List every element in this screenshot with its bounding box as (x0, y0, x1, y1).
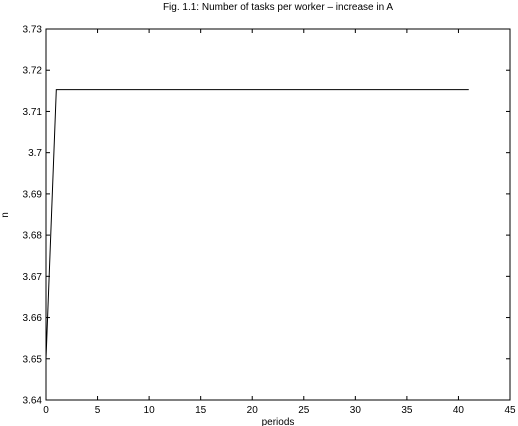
x-tick-label: 10 (144, 405, 156, 416)
y-tick-label: 3.64 (23, 396, 43, 407)
y-tick-label: 3.71 (23, 107, 43, 118)
y-axis-label: n (0, 212, 11, 218)
y-tick-label: 3.68 (23, 231, 43, 242)
y-tick-label: 3.66 (23, 313, 43, 324)
x-tick-label: 30 (350, 405, 362, 416)
x-tick-label: 15 (195, 405, 207, 416)
y-axis: 3.64 3.65 3.66 3.67 3.68 3.69 3.7 3.71 3.72 3.73 (23, 25, 510, 407)
chart-title: Fig. 1.1: Number of tasks per worker – i… (163, 2, 393, 13)
x-tick-label: 25 (298, 405, 310, 416)
x-tick-label: 5 (95, 405, 101, 416)
x-axis: 0 5 10 15 20 25 30 35 40 45 (43, 29, 516, 416)
plot-area (45, 28, 511, 401)
x-tick-label: 40 (453, 405, 465, 416)
y-tick-label: 3.73 (23, 25, 43, 36)
y-tick-label: 3.72 (23, 66, 43, 77)
x-tick-label: 35 (401, 405, 413, 416)
y-tick-label: 3.67 (23, 272, 43, 283)
series-layer (45, 89, 469, 359)
x-tick-label: 0 (43, 405, 49, 416)
y-tick-label: 3.65 (23, 354, 43, 365)
x-tick-label: 45 (504, 405, 516, 416)
x-axis-label: periods (262, 417, 295, 426)
y-tick-label: 3.69 (23, 189, 43, 200)
series-line (45, 89, 469, 359)
x-tick-label: 20 (247, 405, 259, 416)
y-tick-label: 3.7 (28, 148, 42, 159)
